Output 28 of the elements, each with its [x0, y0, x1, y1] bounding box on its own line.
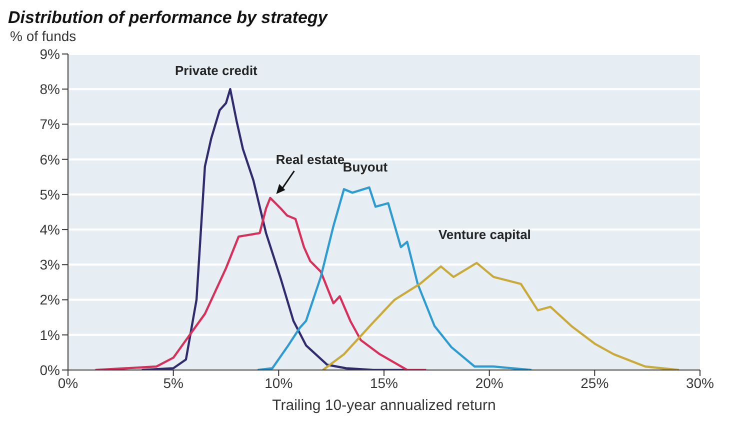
y-tick-label: 9% [40, 46, 60, 62]
series-label: Venture capital [438, 226, 531, 242]
x-axis-title: Trailing 10-year annualized return [272, 397, 496, 414]
chart-title: Distribution of performance by strategy [8, 8, 329, 28]
x-tick-label: 25% [580, 374, 609, 391]
x-tick-label: 5% [163, 374, 184, 391]
line-series [322, 262, 680, 370]
line-series [94, 196, 428, 370]
y-axis-title: % of funds [10, 28, 78, 44]
line-series [256, 186, 533, 370]
y-tick-label: 6% [40, 151, 60, 168]
y-tick-label: 8% [40, 81, 60, 98]
y-tick-label: 5% [40, 186, 60, 202]
text: Real estate [276, 152, 345, 167]
y-tick-label: 1% [40, 326, 60, 343]
x-tick-label: 30% [686, 374, 714, 391]
x-tick-label: 15% [370, 374, 398, 391]
x-tick-label: 10% [264, 374, 293, 391]
y-tick-label: 2% [40, 292, 60, 308]
line-series [140, 88, 406, 370]
y-tick-label: 7% [40, 116, 60, 132]
y-tick-label: 3% [40, 256, 60, 273]
y-tick-label: 0% [40, 362, 60, 378]
x-tick-label: 20% [475, 374, 504, 391]
x-tick-label: 0% [58, 374, 78, 391]
series-label: Private credit [175, 63, 258, 78]
y-tick-label: 4% [40, 222, 60, 238]
series-label: Buyout [342, 159, 388, 174]
